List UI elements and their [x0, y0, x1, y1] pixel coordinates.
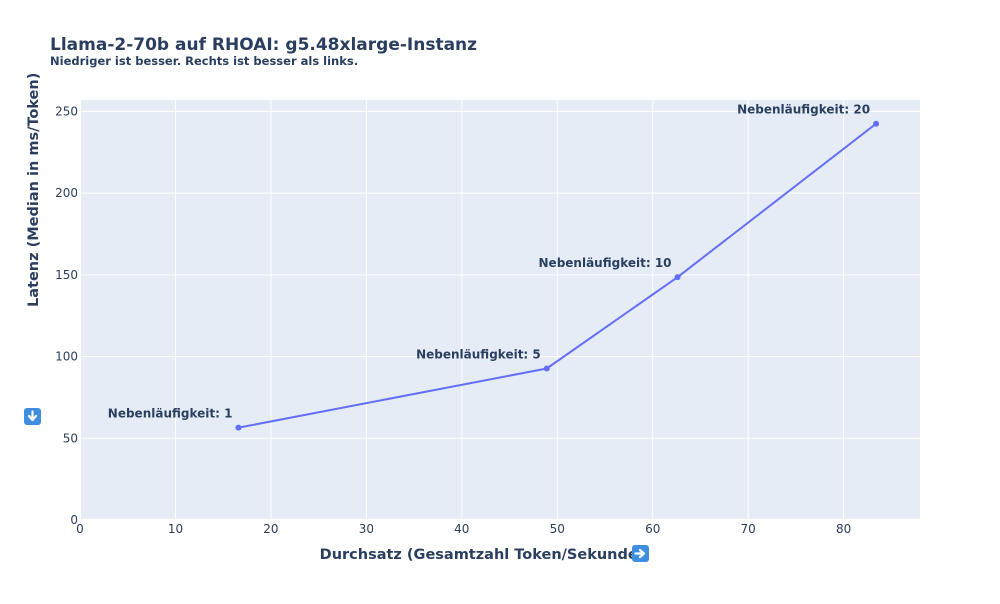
x-tick-label: 70: [741, 522, 756, 536]
chart-title: Llama-2-70b auf RHOAI: g5.48xlarge-Insta…: [50, 35, 477, 55]
data-point: [674, 274, 681, 281]
x-tick-label: 20: [263, 522, 278, 536]
series-latenz: [235, 120, 880, 431]
plot-area: [80, 100, 920, 520]
data-point: [235, 424, 242, 431]
axis-ticks: 0 10 20 30 40 50 60 70 80 0 50 100 150 200 250: [55, 104, 851, 536]
point-annotations: Nebenläufigkeit: 1 Nebenläufigkeit: 5 Nebe…: [108, 103, 870, 421]
y-tick-label: 50: [63, 431, 78, 445]
x-tick-label: 60: [645, 522, 660, 536]
data-point: [543, 365, 550, 372]
point-annotation: Nebenläufigkeit: 10: [539, 256, 672, 270]
x-tick-label: 50: [550, 522, 565, 536]
x-axis-title-group: Durchsatz (Gesamtzahl Token/Sekunde): [320, 545, 649, 563]
point-annotation: Nebenläufigkeit: 1: [108, 407, 233, 421]
chart-subtitle: Niedriger ist besser. Rechts ist besser …: [50, 54, 358, 68]
y-tick-label: 250: [55, 104, 78, 118]
x-tick-label: 30: [359, 522, 374, 536]
data-point: [873, 120, 880, 127]
right-arrow-emoji-icon: [632, 545, 649, 562]
series-line: [238, 122, 877, 429]
x-tick-label: 0: [76, 522, 84, 536]
y-axis-title: Latenz (Median in ms/Token): [26, 73, 42, 307]
x-axis-title: Durchsatz (Gesamtzahl Token/Sekunde): [320, 547, 645, 563]
y-axis-title-group: Latenz (Median in ms/Token): [24, 73, 42, 425]
down-arrow-emoji-icon: [24, 408, 41, 425]
y-tick-label: 100: [55, 350, 78, 364]
x-tick-label: 10: [168, 522, 183, 536]
x-tick-label: 40: [454, 522, 469, 536]
y-tick-label: 0: [70, 513, 78, 527]
y-tick-label: 150: [55, 268, 78, 282]
point-annotation: Nebenläufigkeit: 20: [737, 103, 870, 117]
point-annotation: Nebenläufigkeit: 5: [416, 348, 541, 362]
x-tick-label: 80: [836, 522, 851, 536]
y-tick-label: 200: [55, 186, 78, 200]
grid-lines: [79, 100, 920, 521]
